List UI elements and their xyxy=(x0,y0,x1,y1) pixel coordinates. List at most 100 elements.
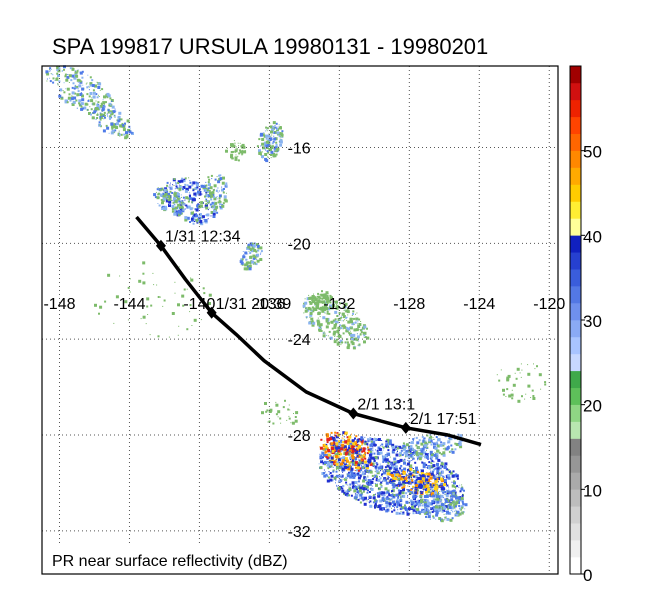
echo-pixel xyxy=(122,128,126,132)
echo-pixel xyxy=(448,486,450,488)
echo-pixel xyxy=(411,479,414,482)
echo-pixel xyxy=(372,496,376,500)
echo-pixel xyxy=(407,489,410,491)
echo-pixel xyxy=(120,133,123,136)
echo-pixel xyxy=(530,397,532,398)
echo-pixel xyxy=(327,468,329,470)
echo-pixel xyxy=(362,479,366,483)
echo-pixel xyxy=(351,450,355,454)
echo-pixel xyxy=(358,484,360,486)
echo-pixel xyxy=(430,507,432,509)
echo-pixel xyxy=(331,446,334,450)
echo-pixel xyxy=(65,88,67,90)
echo-pixel xyxy=(258,138,261,141)
echo-pixel xyxy=(65,78,69,82)
echo-pixel xyxy=(181,294,185,298)
echo-pixel xyxy=(443,479,447,482)
echo-pixel xyxy=(171,204,175,208)
echo-pixel xyxy=(417,489,419,492)
echo-pixel xyxy=(184,203,186,205)
echo-pixel xyxy=(435,457,437,459)
echo-pixel xyxy=(168,204,171,207)
echo-pixel xyxy=(280,133,284,137)
echo-pixel xyxy=(403,451,406,454)
echo-pixel xyxy=(357,474,359,476)
echo-pixel xyxy=(348,463,351,466)
echo-pixel xyxy=(435,494,436,496)
echo-pixel xyxy=(364,467,365,469)
echo-pixel xyxy=(385,445,388,448)
echo-pixel xyxy=(345,481,348,484)
echo-pixel xyxy=(425,448,427,450)
echo-pixel xyxy=(211,201,214,204)
echo-pixel xyxy=(242,251,244,252)
echo-pixel xyxy=(100,117,103,119)
echo-pixel xyxy=(382,449,384,451)
echo-pixel xyxy=(348,445,352,448)
echo-pixel xyxy=(219,200,222,203)
echo-pixel xyxy=(337,326,341,330)
echo-pixel xyxy=(405,456,407,458)
echo-pixel xyxy=(279,126,282,130)
echo-pixel xyxy=(382,455,385,459)
echo-pixel xyxy=(382,480,383,482)
echo-pixel xyxy=(398,491,402,495)
echo-pixel xyxy=(142,281,146,285)
echo-pixel xyxy=(330,481,331,483)
colorbar-swatch xyxy=(570,201,581,219)
echo-pixel xyxy=(168,336,170,338)
echo-pixel xyxy=(421,440,423,442)
echo-pixel xyxy=(371,474,374,477)
echo-pixel xyxy=(199,219,203,223)
echo-pixel xyxy=(180,212,183,215)
echo-pixel xyxy=(422,439,425,442)
echo-pixel xyxy=(253,256,257,259)
echo-pixel xyxy=(409,472,413,476)
echo-pixel xyxy=(427,508,430,511)
echo-pixel xyxy=(304,309,308,313)
echo-pixel xyxy=(86,82,88,84)
echo-pixel xyxy=(449,496,451,498)
echo-pixel xyxy=(142,272,145,275)
echo-pixel xyxy=(416,447,419,450)
echo-pixel xyxy=(356,466,360,470)
echo-pixel xyxy=(356,335,360,339)
echo-pixel xyxy=(362,447,366,451)
echo-pixel xyxy=(180,179,184,183)
echo-pixel xyxy=(335,442,339,446)
echo-pixel xyxy=(309,316,311,318)
echo-pixel xyxy=(221,188,224,192)
echo-pixel xyxy=(279,138,281,140)
echo-pixel xyxy=(350,460,352,462)
echo-pixel xyxy=(335,466,339,470)
echo-pixel xyxy=(388,502,392,506)
echo-pixel xyxy=(207,191,210,194)
echo-pixel xyxy=(427,478,431,482)
echo-pixel xyxy=(344,440,348,444)
echo-pixel xyxy=(386,490,390,494)
echo-pixel xyxy=(175,210,178,213)
echo-pixel xyxy=(49,67,52,70)
echo-pixel xyxy=(98,124,100,126)
echo-pixel xyxy=(527,364,529,366)
echo-pixel xyxy=(192,222,195,225)
echo-pixel xyxy=(226,147,228,149)
echo-pixel xyxy=(359,486,363,490)
echo-pixel xyxy=(435,484,438,487)
echo-pixel xyxy=(436,444,440,448)
echo-pixel xyxy=(352,475,356,479)
echo-pixel xyxy=(341,459,345,463)
echo-pixel xyxy=(275,141,278,144)
echo-pixel xyxy=(333,340,337,344)
echo-pixel xyxy=(420,500,423,504)
echo-pixel xyxy=(407,457,410,459)
echo-pixel xyxy=(409,467,413,471)
echo-pixel xyxy=(320,326,321,328)
echo-pixel xyxy=(337,465,340,467)
echo-pixel xyxy=(342,435,344,437)
echo-pixel xyxy=(327,300,329,302)
echo-pixel xyxy=(177,213,181,217)
echo-pixel xyxy=(88,112,91,115)
echo-pixel xyxy=(446,489,448,491)
echo-pixel xyxy=(367,483,369,485)
